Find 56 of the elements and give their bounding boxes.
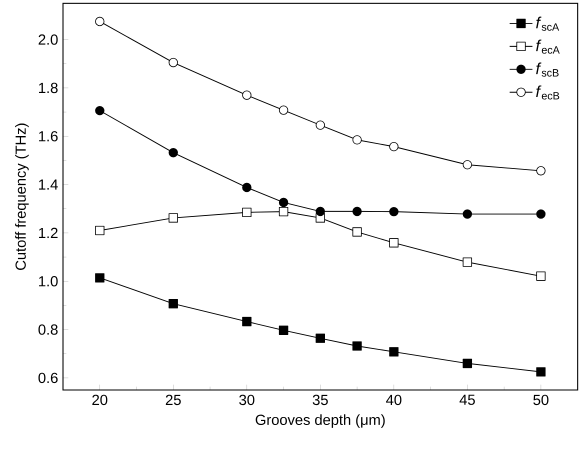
point — [278, 198, 288, 208]
y-tick-label: 0.8 — [38, 324, 58, 335]
point — [536, 271, 546, 281]
point — [462, 257, 472, 267]
point — [95, 226, 104, 236]
point — [389, 347, 399, 356]
y-tick-label: 0.6 — [38, 372, 58, 384]
x-tick-label: 50 — [533, 394, 548, 406]
point — [352, 206, 362, 216]
y-tick-label: 1.2 — [39, 228, 58, 238]
point — [168, 148, 178, 158]
y-tick-label: 2.0 — [38, 34, 58, 45]
x-tick-label: 25 — [166, 394, 181, 406]
legend-label: f$_{scB}$ — [536, 62, 559, 77]
point — [316, 206, 325, 216]
x-axis-title: Grooves depth (μm) — [256, 414, 385, 428]
point — [278, 105, 288, 115]
point — [352, 135, 362, 145]
point — [242, 182, 252, 192]
x-tick-label: 40 — [386, 394, 402, 406]
point — [462, 209, 472, 219]
point — [278, 206, 288, 216]
point — [242, 90, 252, 100]
y-tick-label: 1.6 — [39, 131, 58, 142]
point — [389, 142, 399, 152]
point — [536, 209, 546, 219]
point — [278, 326, 288, 335]
point — [389, 238, 399, 248]
point — [242, 208, 252, 218]
x-tick-label: 45 — [460, 394, 475, 405]
point — [95, 106, 104, 116]
point — [168, 213, 178, 223]
y-tick-label: 1.4 — [39, 180, 58, 190]
point — [95, 16, 104, 26]
point — [462, 358, 472, 368]
point — [316, 334, 325, 343]
legend-label: f$_{ecB}$ — [536, 85, 560, 100]
point — [352, 341, 362, 351]
point — [95, 273, 104, 283]
y-tick-label: 1.8 — [39, 82, 58, 94]
point — [536, 367, 546, 377]
point — [352, 227, 362, 237]
x-tick-label: 30 — [239, 394, 254, 406]
point — [316, 120, 325, 130]
x-tick-label: 35 — [312, 394, 328, 406]
point — [389, 206, 399, 216]
point — [462, 160, 472, 170]
legend-label: f$_{ecA}$ — [536, 40, 560, 54]
x-tick-label: 20 — [92, 394, 108, 406]
point — [242, 316, 252, 326]
y-axis-title: Cutoff frequency (THz) — [15, 124, 29, 270]
point — [536, 166, 546, 176]
y-tick-label: 1.0 — [39, 276, 58, 286]
point — [168, 58, 178, 68]
point — [168, 299, 178, 308]
legend-label: f$_{scA}$ — [536, 16, 560, 31]
